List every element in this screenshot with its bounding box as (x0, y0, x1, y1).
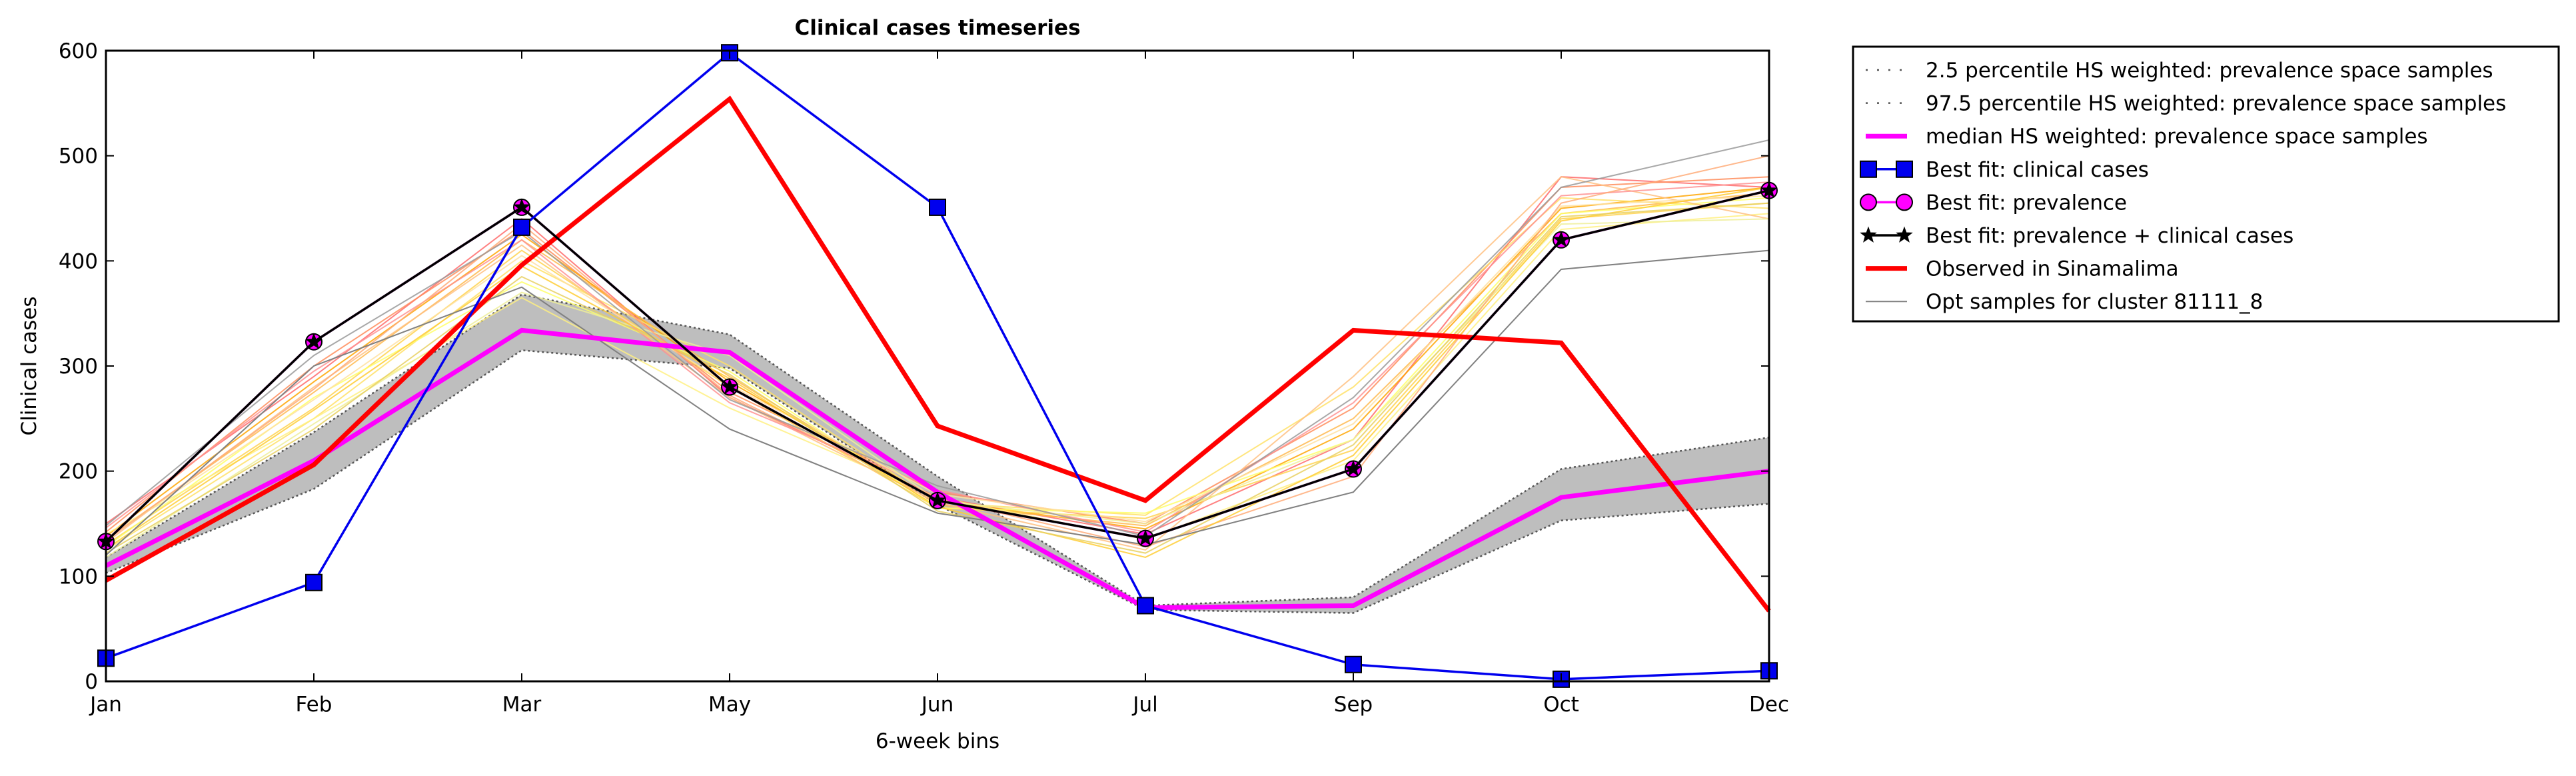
legend-label: Observed in Sinamalima (1926, 257, 2179, 281)
legend-marker (1896, 226, 1913, 243)
sample-line (105, 139, 1770, 537)
legend-label: 2.5 percentile HS weighted: prevalence s… (1926, 59, 2493, 83)
star-marker (721, 378, 738, 395)
x-tick-label: Jun (920, 693, 954, 717)
series-best-fit-clinical-cases (97, 44, 1778, 688)
y-tick-label: 400 (59, 249, 98, 273)
legend-entry: Observed in Sinamalima (1866, 257, 2179, 281)
star-marker (1137, 529, 1154, 546)
legend-entry: Best fit: prevalence (1860, 191, 2127, 215)
chart-title: Clinical cases timeseries (794, 16, 1080, 40)
legend-entry: Opt samples for cluster 81111_8 (1866, 290, 2263, 314)
y-tick-label: 0 (85, 670, 98, 694)
legend-label: Best fit: prevalence (1926, 191, 2127, 215)
legend-marker (1860, 226, 1877, 243)
x-tick-label: Jan (89, 693, 122, 717)
star-marker (1553, 231, 1570, 247)
legend-marker (1860, 160, 1877, 178)
legend-entry: Best fit: clinical cases (1860, 158, 2149, 182)
legend-entry: 97.5 percentile HS weighted: prevalence … (1866, 92, 2506, 116)
square-marker (305, 573, 322, 591)
legend-frame (1852, 45, 2560, 323)
square-marker (929, 198, 946, 216)
x-tick-label: Dec (1749, 693, 1789, 717)
legend-label: Opt samples for cluster 81111_8 (1926, 290, 2263, 314)
x-tick-label: Jul (1131, 693, 1157, 717)
y-tick-label: 200 (59, 460, 98, 484)
y-tick-label: 600 (59, 39, 98, 63)
square-marker (1345, 655, 1362, 673)
series-line (105, 95, 1771, 613)
y-axis-label: Clinical cases (17, 296, 41, 435)
legend-label: Best fit: prevalence + clinical cases (1926, 224, 2293, 248)
legend-marker (1896, 160, 1913, 178)
x-tick-label: May (708, 693, 751, 717)
sample-line (105, 202, 1770, 554)
legend-marker (1896, 193, 1913, 211)
legend-entry: median HS weighted: prevalence space sam… (1866, 125, 2428, 149)
legend-label: Best fit: clinical cases (1926, 158, 2149, 182)
legend: 2.5 percentile HS weighted: prevalence s… (1852, 45, 2560, 323)
x-tick-label: Feb (296, 693, 332, 717)
series-observed-in-sinamalima (105, 95, 1771, 613)
star-marker (305, 333, 322, 349)
y-tick-label: 100 (59, 565, 98, 589)
legend-marker (1860, 193, 1877, 211)
star-marker (513, 198, 530, 215)
x-tick-label: Mar (502, 693, 542, 717)
series-layer (97, 44, 1778, 688)
x-tick-label: Oct (1543, 693, 1579, 717)
square-marker (1137, 597, 1154, 615)
legend-label: 97.5 percentile HS weighted: prevalence … (1926, 92, 2506, 116)
square-marker (513, 218, 530, 236)
series-opt-samples-for-cluster-81111-8 (105, 249, 1770, 556)
x-axis-label: 6-week bins (876, 729, 999, 753)
y-tick-label: 500 (59, 145, 98, 169)
star-marker (1345, 460, 1362, 477)
legend-entry: Best fit: prevalence + clinical cases (1860, 224, 2293, 248)
legend-entry: 2.5 percentile HS weighted: prevalence s… (1866, 59, 2493, 83)
star-marker (929, 491, 946, 508)
x-tick-label: Sep (1334, 693, 1373, 717)
y-tick-label: 300 (59, 355, 98, 379)
legend-label: median HS weighted: prevalence space sam… (1926, 125, 2428, 149)
axis-layer: Jan Feb Mar May Jun Jul Sep Oct Dec 0 100 200 300 400… (59, 39, 1789, 717)
series-line (105, 249, 1770, 556)
